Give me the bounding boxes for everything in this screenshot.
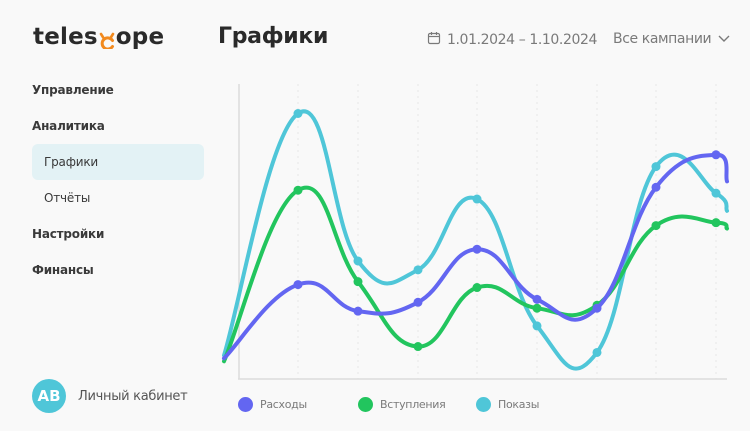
- series-line: [222, 152, 729, 361]
- data-point[interactable]: [532, 294, 542, 304]
- data-point[interactable]: [413, 297, 423, 307]
- data-point[interactable]: [353, 306, 363, 316]
- data-point[interactable]: [711, 218, 721, 228]
- data-point[interactable]: [711, 188, 721, 198]
- logo-text-end: ope: [115, 24, 165, 50]
- chart-legend: Расходы Вступления Показы: [238, 397, 539, 412]
- data-point[interactable]: [651, 182, 661, 192]
- legend-dot-icon: [476, 397, 491, 412]
- account-link[interactable]: AB Личный кабинет: [32, 379, 188, 413]
- campaign-filter-dropdown[interactable]: Все кампании: [613, 31, 731, 47]
- data-point[interactable]: [472, 244, 482, 254]
- legend-item-expenses[interactable]: Расходы: [238, 397, 358, 412]
- chevron-down-icon: [717, 31, 731, 47]
- data-point[interactable]: [472, 194, 482, 204]
- data-point[interactable]: [293, 280, 303, 290]
- data-point[interactable]: [651, 162, 661, 172]
- sidebar-item-reports[interactable]: Отчёты: [44, 191, 91, 205]
- data-point[interactable]: [592, 300, 602, 310]
- sidebar-item-management[interactable]: Управление: [32, 83, 114, 97]
- sidebar-item-settings[interactable]: Настройки: [32, 227, 105, 241]
- data-point[interactable]: [711, 150, 721, 160]
- cat-icon: [99, 29, 115, 51]
- account-label: Личный кабинет: [78, 388, 188, 404]
- data-point[interactable]: [532, 321, 542, 331]
- data-point[interactable]: [592, 347, 602, 357]
- legend-label: Расходы: [260, 398, 307, 411]
- legend-item-income[interactable]: Вступления: [358, 397, 476, 412]
- legend-dot-icon: [358, 397, 373, 412]
- campaign-filter-label: Все кампании: [613, 31, 712, 47]
- avatar: AB: [32, 379, 66, 413]
- date-range-picker[interactable]: 1.01.2024 – 1.10.2024: [427, 31, 597, 49]
- data-point[interactable]: [592, 303, 602, 313]
- data-point[interactable]: [293, 185, 303, 195]
- data-point[interactable]: [353, 256, 363, 266]
- sidebar-item-analytics[interactable]: Аналитика: [32, 119, 105, 133]
- data-point[interactable]: [651, 221, 661, 231]
- calendar-icon: [427, 31, 441, 49]
- data-point[interactable]: [472, 283, 482, 293]
- data-point[interactable]: [413, 342, 423, 352]
- date-range-label: 1.01.2024 – 1.10.2024: [447, 32, 598, 48]
- sidebar-item-finance[interactable]: Финансы: [32, 263, 94, 277]
- logo-text-start: teles: [33, 24, 98, 50]
- data-point[interactable]: [413, 265, 423, 275]
- legend-item-views[interactable]: Показы: [476, 397, 539, 412]
- legend-label: Показы: [498, 398, 540, 411]
- data-point[interactable]: [293, 109, 303, 118]
- data-point[interactable]: [353, 277, 363, 287]
- data-point[interactable]: [532, 303, 542, 313]
- page-title: Графики: [218, 24, 329, 49]
- sidebar-item-charts[interactable]: Графики: [32, 144, 204, 180]
- series-line: [222, 109, 729, 371]
- series-line: [222, 185, 729, 364]
- sidebar-nav: Управление Аналитика Графики Отчёты Наст…: [32, 72, 204, 288]
- legend-label: Вступления: [380, 398, 446, 411]
- legend-dot-icon: [238, 397, 253, 412]
- logo: teles ope: [33, 24, 165, 51]
